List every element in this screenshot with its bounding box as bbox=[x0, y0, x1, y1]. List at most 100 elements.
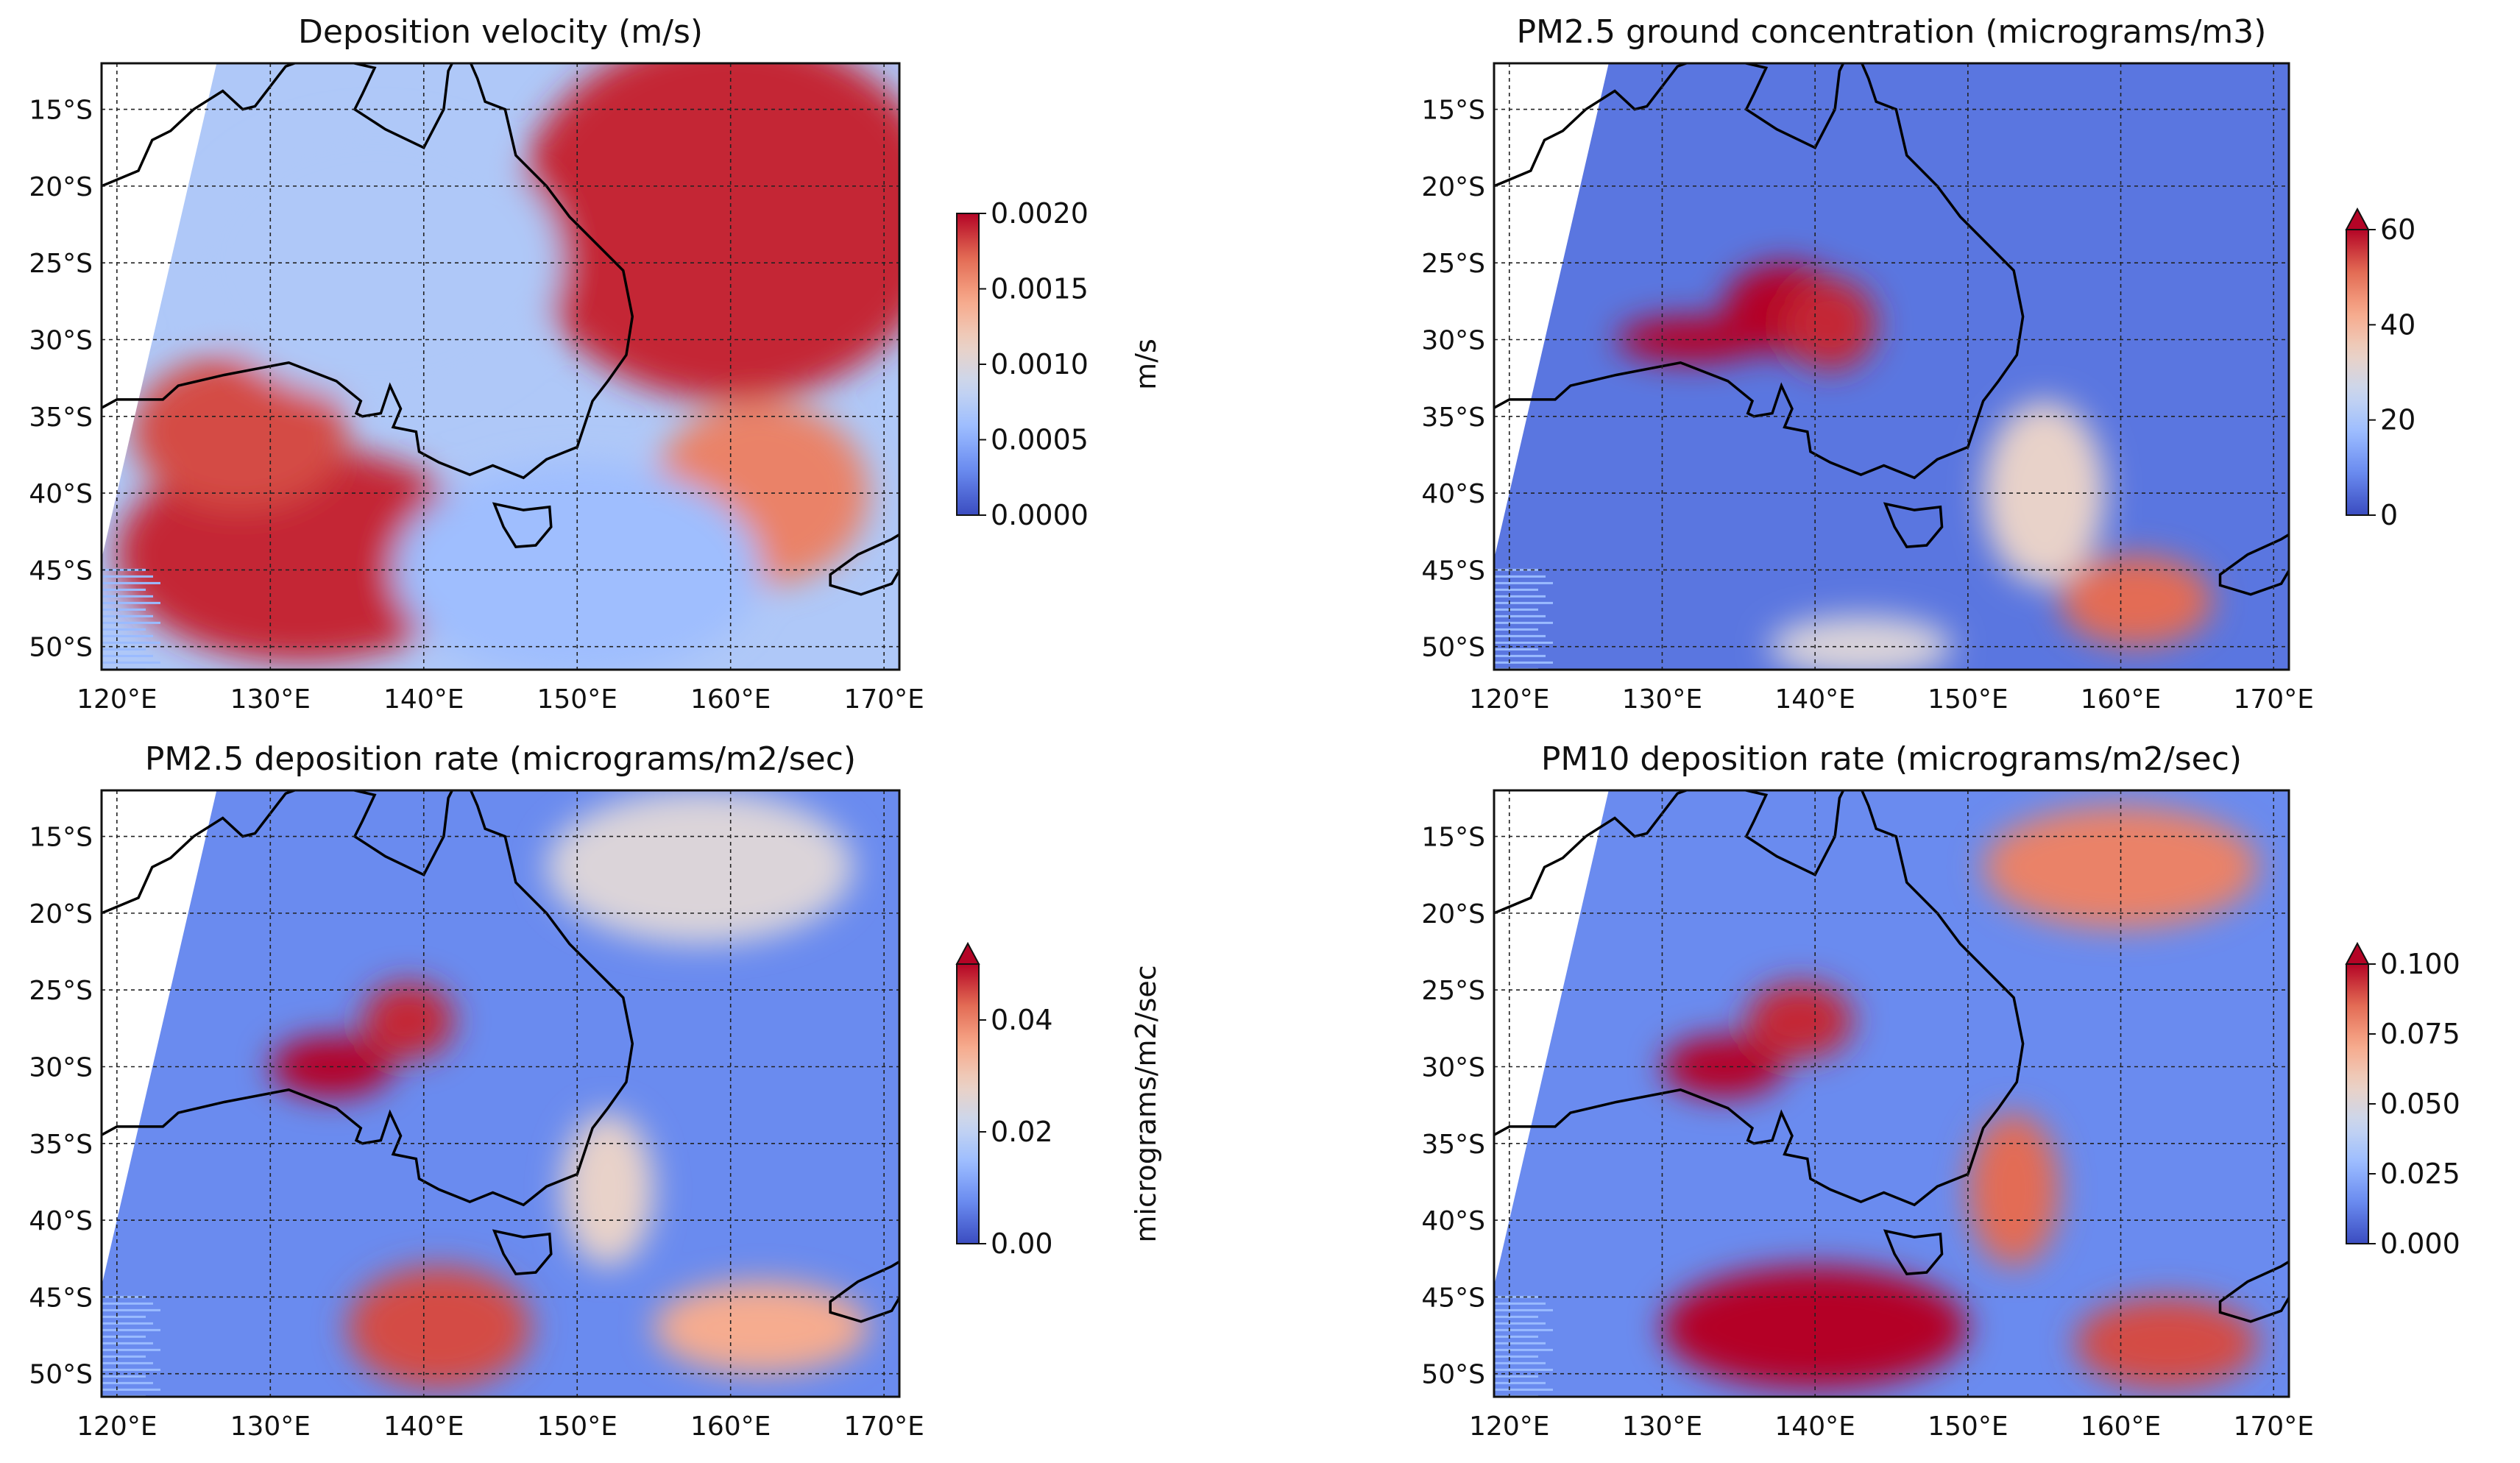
coastlines bbox=[1494, 63, 2289, 596]
y-tick-label: 45°S bbox=[29, 1283, 93, 1313]
panel-title: PM2.5 deposition rate (micrograms/m2/sec… bbox=[145, 740, 856, 778]
panel-3: PM2.5 deposition rate (micrograms/m2/sec… bbox=[29, 740, 1162, 1442]
coastlines bbox=[1494, 790, 2289, 1323]
tasmania-outline bbox=[492, 502, 553, 548]
x-tick-label: 150°E bbox=[537, 1411, 617, 1442]
y-tick-label: 40°S bbox=[29, 1206, 93, 1236]
heatmap-field bbox=[1494, 790, 2289, 1397]
y-tick-label: 45°S bbox=[29, 556, 93, 586]
map-frame bbox=[100, 62, 901, 671]
heatmap-blob bbox=[1967, 1113, 2060, 1267]
x-tick-label: 160°E bbox=[690, 684, 771, 715]
colorbar-tick-label: 0.02 bbox=[991, 1116, 1053, 1148]
colorbar-tick-label: 20 bbox=[2380, 404, 2415, 436]
heatmap-blob bbox=[393, 462, 762, 670]
y-tick-label: 25°S bbox=[29, 976, 93, 1006]
y-tick-label: 40°S bbox=[29, 479, 93, 509]
y-tick-label: 15°S bbox=[29, 823, 93, 853]
heatmap-blob bbox=[362, 982, 455, 1060]
colorbar-gradient bbox=[2346, 963, 2369, 1244]
gridlines bbox=[102, 63, 899, 670]
gridlines bbox=[1494, 63, 2289, 670]
colorbar: 0.0020 0.0015 0.0010 0.0005 0.0000 m/s bbox=[956, 197, 1162, 531]
map-frame bbox=[100, 789, 901, 1398]
gridlines bbox=[102, 790, 899, 1397]
panel-title: PM10 deposition rate (micrograms/m2/sec) bbox=[1541, 740, 2242, 778]
colorbar-label: micrograms/m2/sec bbox=[1130, 965, 1162, 1242]
y-tick-label: 50°S bbox=[1421, 1360, 1485, 1390]
tasmania-outline bbox=[1883, 1229, 1944, 1275]
coastlines bbox=[102, 790, 899, 1323]
colorbar-tick-label: 0.04 bbox=[991, 1004, 1053, 1036]
heatmap-blob bbox=[1983, 400, 2106, 586]
colorbar-tick-label: 60 bbox=[2380, 213, 2415, 246]
x-tick-label: 150°E bbox=[1928, 1411, 2008, 1442]
x-tick-label: 140°E bbox=[383, 1411, 464, 1442]
australia-outline bbox=[102, 63, 634, 480]
colorbar-extend-arrow bbox=[955, 941, 980, 965]
colorbar-tick-label: 0.025 bbox=[2380, 1158, 2460, 1190]
colorbar-gradient bbox=[956, 213, 980, 516]
panel-title: Deposition velocity (m/s) bbox=[298, 13, 703, 51]
x-tick-label: 130°E bbox=[230, 1411, 311, 1442]
y-tick-label: 30°S bbox=[29, 325, 93, 355]
colorbar-gradient bbox=[2346, 229, 2369, 516]
australia-outline bbox=[1494, 790, 2025, 1207]
y-tick-label: 35°S bbox=[29, 403, 93, 433]
heatmap-field bbox=[102, 790, 899, 1397]
colorbar-extend-arrow bbox=[2345, 941, 2370, 965]
x-tick-label: 170°E bbox=[843, 1411, 924, 1442]
x-tick-label: 170°E bbox=[2233, 1411, 2313, 1442]
australia-outline bbox=[1494, 63, 2025, 480]
x-tick-label: 160°E bbox=[2081, 1411, 2161, 1442]
y-tick-label: 30°S bbox=[1421, 1052, 1485, 1083]
panel-1: Deposition velocity (m/s) 120°E 130°E 140°E… bbox=[29, 13, 1162, 715]
y-tick-label: 35°S bbox=[1421, 403, 1485, 433]
map-frame bbox=[1493, 789, 2290, 1398]
x-tick-label: 170°E bbox=[843, 684, 924, 715]
panel-2: PM2.5 ground concentration (micrograms/m… bbox=[1421, 13, 2520, 715]
tasmania-outline bbox=[492, 1229, 553, 1275]
y-tick-label: 15°S bbox=[29, 96, 93, 126]
y-tick-label: 30°S bbox=[29, 1052, 93, 1083]
y-tick-label: 25°S bbox=[1421, 976, 1485, 1006]
heatmap-blob bbox=[515, 63, 899, 401]
y-tick-label: 40°S bbox=[1421, 1206, 1485, 1236]
y-tick-label: 20°S bbox=[29, 899, 93, 929]
colorbar-extend-arrow bbox=[2345, 207, 2370, 230]
y-tick-label: 40°S bbox=[1421, 479, 1485, 509]
y-tick-label: 45°S bbox=[1421, 1283, 1485, 1313]
x-tick-label: 150°E bbox=[1928, 684, 2008, 715]
x-tick-label: 170°E bbox=[2233, 684, 2313, 715]
x-tick-label: 130°E bbox=[230, 684, 311, 715]
y-tick-label: 30°S bbox=[1421, 325, 1485, 355]
colorbar-tick-label: 0 bbox=[2380, 499, 2398, 531]
y-tick-label: 20°S bbox=[29, 172, 93, 202]
x-tick-label: 150°E bbox=[537, 684, 617, 715]
x-tick-label: 130°E bbox=[1622, 1411, 1702, 1442]
y-tick-label: 45°S bbox=[1421, 556, 1485, 586]
colorbar: 0.04 0.02 0.00 micrograms/m2/sec bbox=[955, 941, 1162, 1260]
colorbar-tick-label: 0.000 bbox=[2380, 1228, 2460, 1260]
heatmap-field bbox=[1494, 63, 2289, 670]
y-tick-label: 25°S bbox=[29, 249, 93, 279]
panel-title: PM2.5 ground concentration (micrograms/m… bbox=[1517, 13, 2267, 51]
x-tick-label: 140°E bbox=[1774, 684, 1855, 715]
y-tick-label: 35°S bbox=[1421, 1130, 1485, 1160]
x-tick-label: 120°E bbox=[1469, 1411, 1549, 1442]
x-tick-label: 160°E bbox=[2081, 684, 2161, 715]
colorbar: 0.1000.0750.0500.0250.000micrograms/m2/s… bbox=[2345, 941, 2520, 1260]
new-zealand-outline bbox=[2218, 1260, 2289, 1323]
x-tick-label: 140°E bbox=[383, 684, 464, 715]
y-tick-label: 20°S bbox=[1421, 899, 1485, 929]
panel-4: PM10 deposition rate (micrograms/m2/sec)… bbox=[1421, 740, 2520, 1442]
heatmap-blob bbox=[1746, 982, 1854, 1060]
map-frame bbox=[1493, 62, 2290, 671]
y-tick-label: 50°S bbox=[29, 633, 93, 663]
colorbar-tick-label: 0.0015 bbox=[991, 273, 1089, 305]
heatmap-blob bbox=[194, 124, 562, 401]
heatmap-blob bbox=[132, 355, 347, 509]
colorbar: 6040200micrograms/m3 bbox=[2345, 207, 2520, 531]
y-tick-label: 20°S bbox=[1421, 172, 1485, 202]
